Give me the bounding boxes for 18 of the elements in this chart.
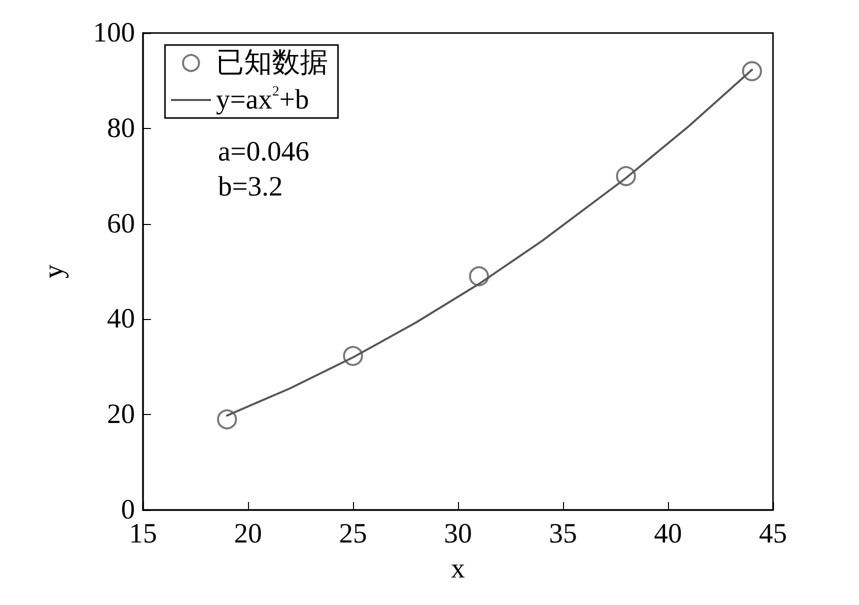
annotation: a=0.046: [218, 136, 310, 168]
x-tick-label: 25: [339, 518, 367, 550]
y-tick-label: 40: [107, 304, 135, 335]
y-tick-label: 80: [107, 112, 135, 144]
point: [217, 409, 237, 430]
y-tick-label: 20: [107, 399, 135, 430]
x-tick-label: 20: [234, 518, 262, 550]
legend-label: 已知数据: [216, 48, 328, 78]
x-axis-title: x: [451, 554, 465, 584]
x-tick-label: 30: [444, 518, 472, 550]
x-tick-label: 35: [549, 518, 577, 550]
annotation: b=3.2: [218, 172, 283, 202]
x-tick-label: 45: [759, 518, 787, 550]
point: [742, 61, 762, 82]
y-axis-title: y: [38, 264, 70, 278]
y-tick-label: 100: [93, 18, 135, 48]
x-tick-label: 40: [654, 518, 682, 550]
y-tick-label: 60: [107, 208, 135, 240]
